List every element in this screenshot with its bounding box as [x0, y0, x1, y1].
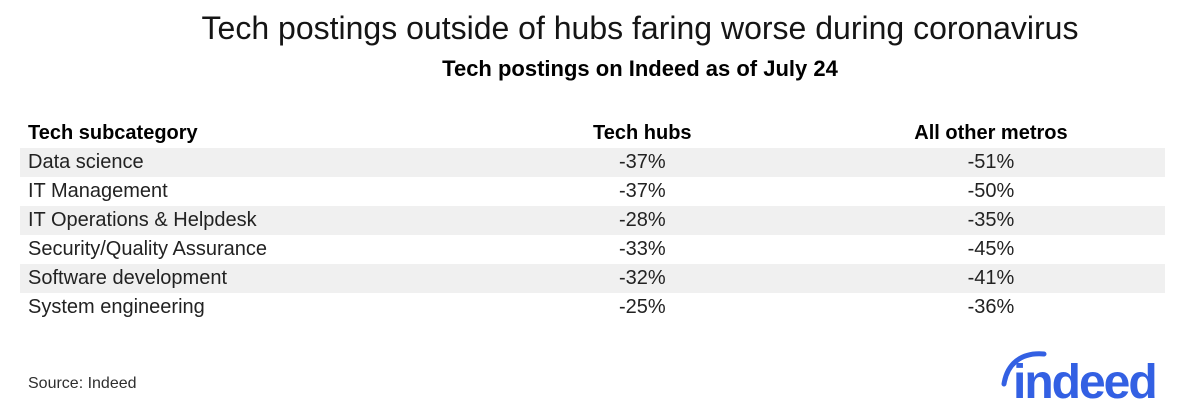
data-table: Tech subcategory Tech hubs All other met… [20, 119, 1165, 322]
column-header-tech-hubs: Tech hubs [593, 122, 692, 144]
cell-all-other-metros-value: -45% [967, 238, 1015, 260]
chart-subtitle: Tech postings on Indeed as of July 24 [442, 55, 838, 81]
cell-all-other-metros-value: -35% [967, 209, 1015, 231]
cell-all-other-metros-value: -51% [967, 151, 1015, 173]
cell-tech-hubs-value: -33% [618, 238, 666, 260]
table-row: Data science -37% -51% [20, 148, 1165, 177]
data-table-container: Tech subcategory Tech hubs All other met… [20, 119, 1165, 322]
cell-all-other-metros-value: -41% [967, 267, 1015, 289]
table-row: Software development -32% -41% [20, 264, 1165, 293]
chart-title: Tech postings outside of hubs faring wor… [201, 10, 1079, 46]
column-header-all-other-metros: All other metros [914, 122, 1068, 144]
cell-category: Security/Quality Assurance [28, 238, 267, 260]
cell-tech-hubs-value: -25% [618, 296, 666, 318]
table-header-row: Tech subcategory Tech hubs All other met… [20, 119, 1165, 148]
column-header-tech-subcategory: Tech subcategory [28, 122, 198, 144]
cell-category: Software development [28, 267, 228, 289]
source-note: Source: Indeed [28, 375, 137, 392]
table-row: IT Operations & Helpdesk -28% -35% [20, 206, 1165, 235]
cell-category: Data science [28, 151, 144, 173]
cell-category: IT Operations & Helpdesk [28, 209, 257, 231]
cell-tech-hubs-value: -32% [618, 267, 666, 289]
indeed-logo-wordmark: indeed [1013, 356, 1156, 405]
table-row: System engineering -25% -36% [20, 293, 1165, 322]
table-row: Security/Quality Assurance -33% -45% [20, 235, 1165, 264]
indeed-logo: indeed [1001, 351, 1158, 405]
cell-category: IT Management [28, 180, 168, 202]
cell-tech-hubs-value: -28% [618, 209, 666, 231]
cell-tech-hubs-value: -37% [618, 180, 666, 202]
cell-tech-hubs-value: -37% [618, 151, 666, 173]
table-row: IT Management -37% -50% [20, 177, 1165, 206]
cell-category: System engineering [28, 296, 205, 318]
cell-all-other-metros-value: -50% [967, 180, 1015, 202]
header: Tech postings outside of hubs faring wor… [80, 10, 1200, 82]
cell-all-other-metros-value: -36% [967, 296, 1015, 318]
indeed-logo-swoosh-icon [1001, 351, 1047, 387]
